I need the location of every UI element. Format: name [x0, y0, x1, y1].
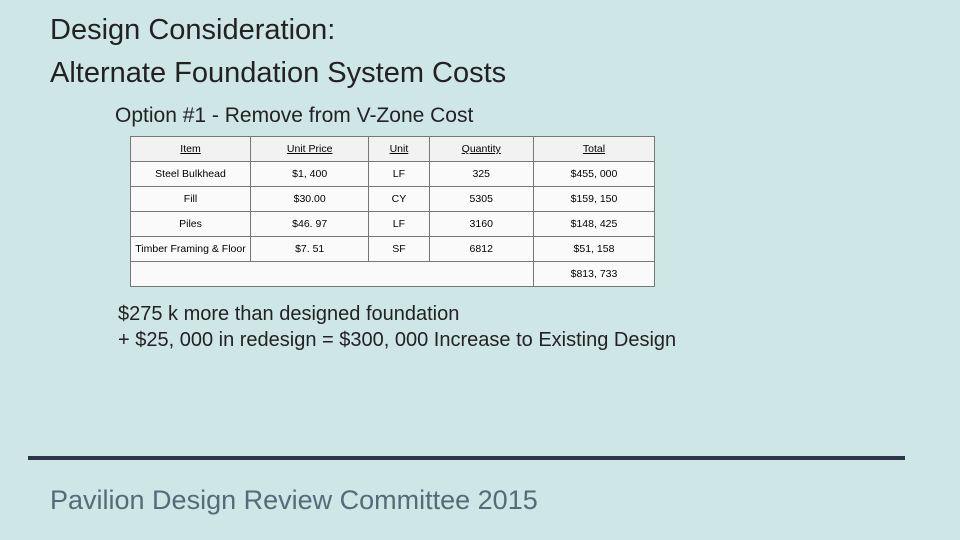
- conclusion-line-2: + $25, 000 in redesign = $300, 000 Incre…: [118, 327, 960, 353]
- cost-table: Item Unit Price Unit Quantity Total Stee…: [130, 136, 655, 287]
- cell-quantity: 5305: [429, 187, 533, 212]
- cell-unit-price: $30.00: [251, 187, 369, 212]
- conclusion-line-1: $275 k more than designed foundation: [118, 301, 960, 327]
- cell-quantity: 6812: [429, 237, 533, 262]
- table-row: Piles $46. 97 LF 3160 $148, 425: [131, 212, 655, 237]
- col-item: Item: [131, 137, 251, 162]
- cell-total: $159, 150: [533, 187, 654, 212]
- cell-unit: LF: [369, 162, 429, 187]
- cell-unit-price: $46. 97: [251, 212, 369, 237]
- footer-text: Pavilion Design Review Committee 2015: [50, 485, 538, 516]
- col-total: Total: [533, 137, 654, 162]
- cell-item: Piles: [131, 212, 251, 237]
- col-unit-price: Unit Price: [251, 137, 369, 162]
- slide: Design Consideration: Alternate Foundati…: [0, 0, 960, 540]
- cell-unit-price: $1, 400: [251, 162, 369, 187]
- cell-quantity: 325: [429, 162, 533, 187]
- cell-item: Fill: [131, 187, 251, 212]
- cell-item: Steel Bulkhead: [131, 162, 251, 187]
- cell-item: Timber Framing & Floor: [131, 237, 251, 262]
- grand-total: $813, 733: [533, 262, 654, 287]
- table-header-row: Item Unit Price Unit Quantity Total: [131, 137, 655, 162]
- cell-total: $51, 158: [533, 237, 654, 262]
- cell-unit-price: $7. 51: [251, 237, 369, 262]
- col-unit: Unit: [369, 137, 429, 162]
- cell-total: $148, 425: [533, 212, 654, 237]
- col-quantity: Quantity: [429, 137, 533, 162]
- option-heading: Option #1 - Remove from V-Zone Cost: [115, 104, 960, 128]
- cell-total: $455, 000: [533, 162, 654, 187]
- cost-table-container: Item Unit Price Unit Quantity Total Stee…: [130, 136, 960, 287]
- table-row: Steel Bulkhead $1, 400 LF 325 $455, 000: [131, 162, 655, 187]
- subtitle: Alternate Foundation System Costs: [50, 57, 960, 90]
- cell-quantity: 3160: [429, 212, 533, 237]
- table-row: Timber Framing & Floor $7. 51 SF 6812 $5…: [131, 237, 655, 262]
- title: Design Consideration:: [50, 14, 960, 47]
- table-total-row: $813, 733: [131, 262, 655, 287]
- table-row: Fill $30.00 CY 5305 $159, 150: [131, 187, 655, 212]
- conclusion-text: $275 k more than designed foundation + $…: [118, 301, 960, 353]
- cell-unit: SF: [369, 237, 429, 262]
- cell-unit: LF: [369, 212, 429, 237]
- total-empty: [131, 262, 534, 287]
- cell-unit: CY: [369, 187, 429, 212]
- footer-divider: [28, 456, 905, 460]
